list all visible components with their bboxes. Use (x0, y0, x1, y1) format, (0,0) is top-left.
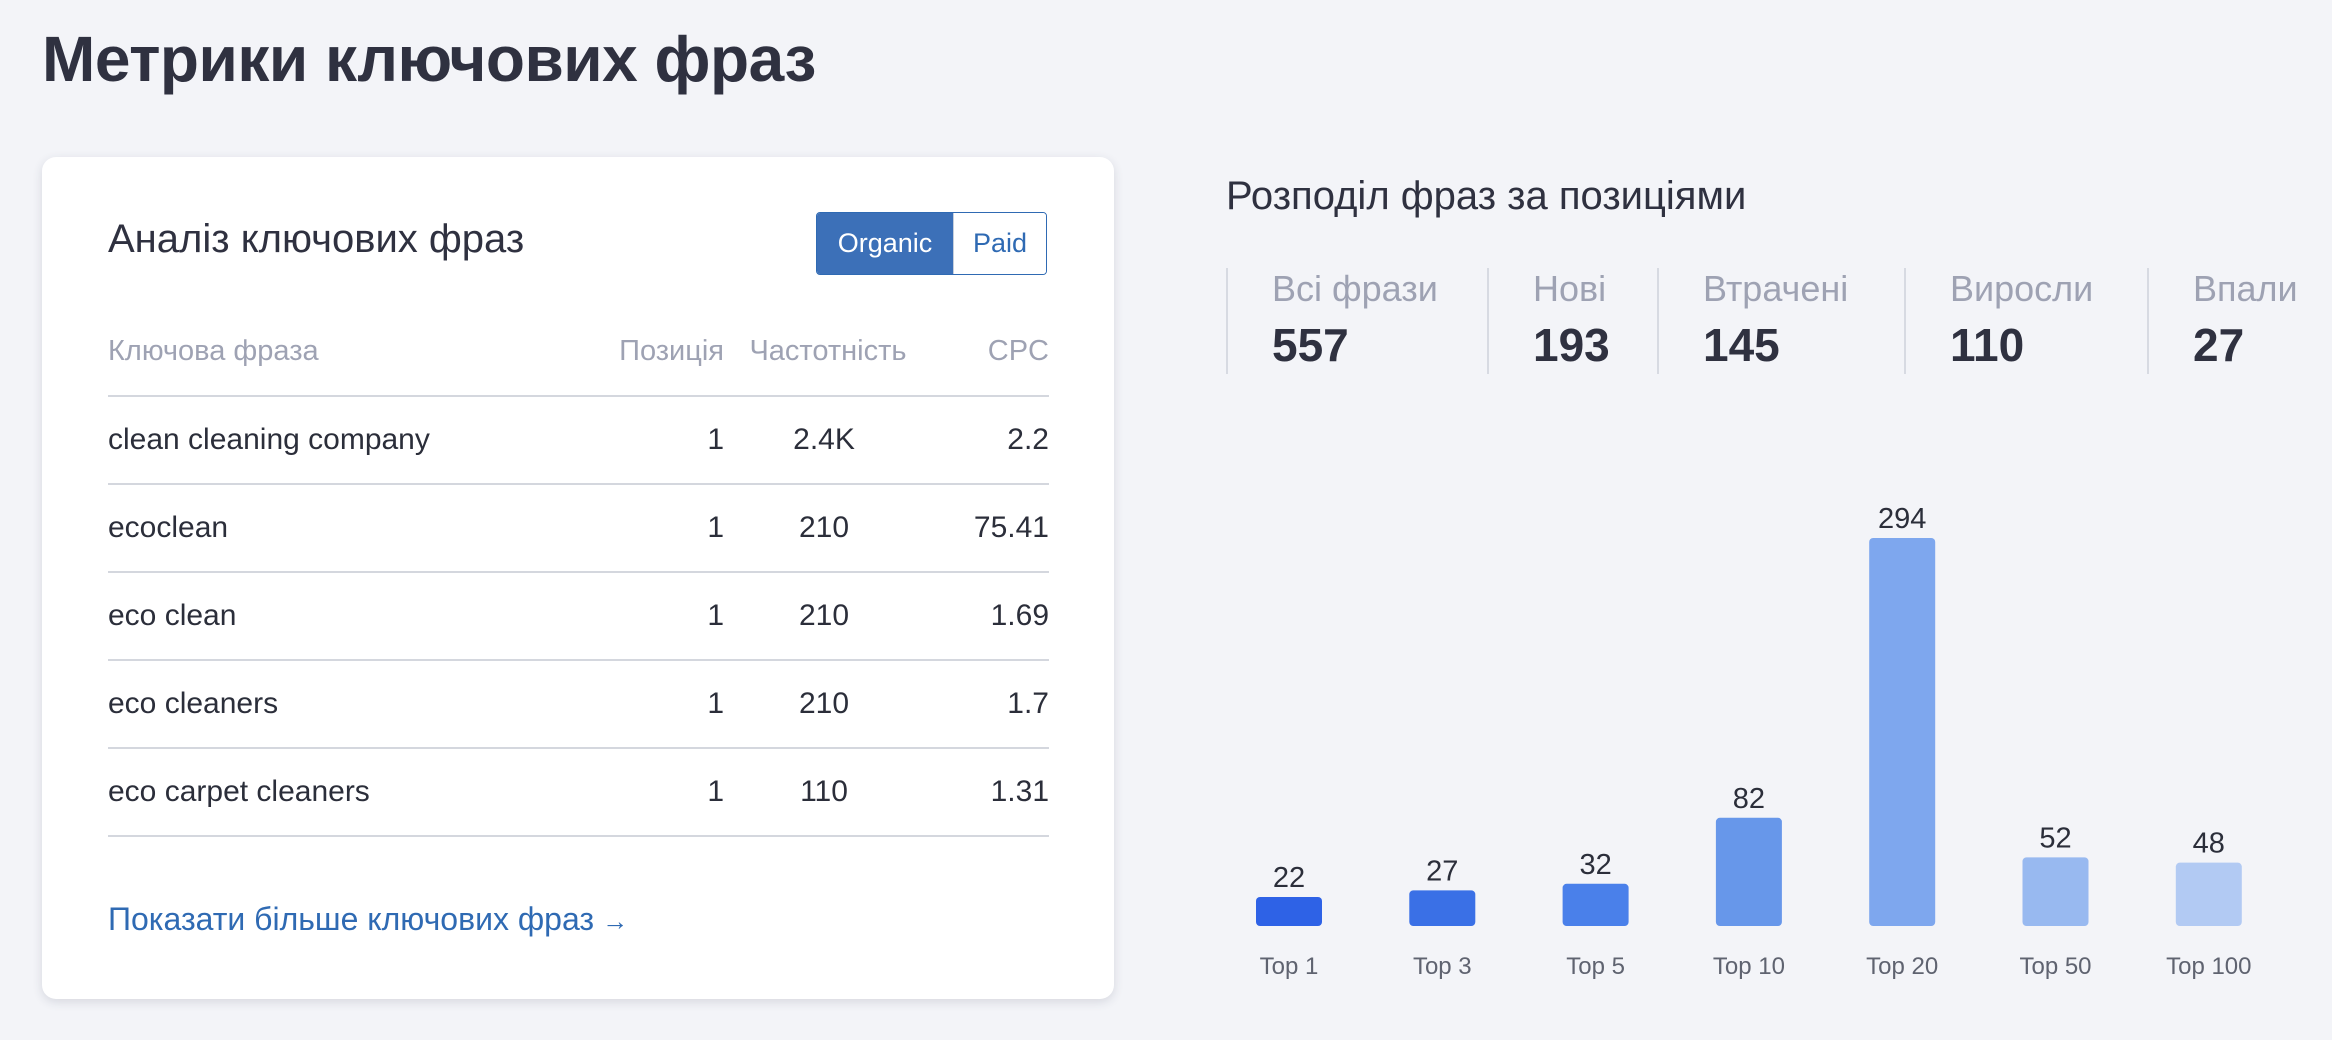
cell-position: 1 (707, 775, 724, 808)
stat-value: 557 (1272, 319, 1349, 371)
chart-tick-label: Top 3 (1413, 953, 1472, 980)
stat-all-phrases: Всі фрази 557 (1226, 268, 1438, 374)
table-row[interactable]: eco clean 1 210 1.69 (108, 573, 1049, 661)
cell-position: 1 (707, 687, 724, 720)
cell-cpc: 1.69 (990, 599, 1049, 632)
chart-data-label: 27 (1426, 855, 1458, 887)
keywords-card: Аналіз ключових фраз Organic Paid Ключов… (42, 157, 1114, 999)
table-row[interactable]: eco cleaners 1 210 1.7 (108, 661, 1049, 749)
stat-label: Втрачені (1703, 268, 1849, 309)
stat-value: 110 (1950, 319, 2025, 371)
cell-phrase: clean cleaning company (108, 423, 430, 456)
chart-bar (2175, 862, 2242, 926)
cell-frequency: 210 (798, 599, 850, 632)
stat-label: Виросли (1950, 268, 2094, 309)
table-row[interactable]: ecoclean 1 210 75.41 (108, 485, 1049, 573)
cell-position: 1 (707, 599, 724, 632)
chart-tick-label: Top 5 (1566, 953, 1625, 980)
chart-data-label: 294 (1878, 503, 1926, 535)
cell-frequency: 2.4K (793, 423, 855, 456)
chart-bar (1562, 883, 1629, 926)
distribution-title: Розподіл фраз за позиціями (1226, 174, 1747, 218)
show-more-keywords-link[interactable]: Показати більше ключових фраз → (108, 901, 628, 938)
cell-frequency: 110 (800, 775, 848, 808)
cell-cpc: 2.2 (1007, 423, 1049, 456)
chart-tick-label: Top 20 (1866, 953, 1938, 980)
arrow-right-icon: → (602, 906, 629, 936)
table-row[interactable]: eco carpet cleaners 1 110 1.31 (108, 749, 1049, 837)
chart-tick-label: Top 50 (2019, 953, 2091, 980)
table-row[interactable]: clean cleaning company 1 2.4K 2.2 (108, 397, 1049, 485)
paid-toggle-button[interactable]: Paid (953, 213, 1046, 274)
keywords-card-title: Аналіз ключових фраз (108, 217, 525, 261)
organic-toggle-button[interactable]: Organic (817, 213, 953, 274)
column-header-cpc[interactable]: CPC (987, 334, 1049, 367)
chart-bar (1409, 890, 1476, 926)
stat-declined: Впали 27 (2147, 268, 2298, 374)
stat-value: 27 (2193, 319, 2245, 371)
cell-phrase: eco carpet cleaners (108, 775, 370, 808)
chart-bar (1715, 817, 1782, 926)
stat-improved: Виросли 110 (1904, 268, 2093, 374)
chart-tick-label: Top 100 (2166, 953, 2251, 980)
chart-data-label: 32 (1579, 849, 1611, 881)
cell-cpc: 75.41 (973, 511, 1049, 544)
cell-frequency: 210 (798, 511, 850, 544)
cell-phrase: eco cleaners (108, 687, 279, 720)
show-more-keywords-label: Показати більше ключових фраз (108, 901, 595, 937)
chart-bar (2022, 857, 2089, 926)
cell-frequency: 210 (798, 687, 850, 720)
stat-label: Нові (1533, 268, 1607, 309)
chart-tick-label: Top 10 (1713, 953, 1785, 980)
chart-data-label: 22 (1273, 862, 1305, 894)
chart-bar (1869, 538, 1936, 926)
stat-new: Нові 193 (1487, 268, 1610, 374)
table-header: Ключова фраза Позиція Частотність CPC (108, 307, 1049, 397)
stat-label: Всі фрази (1272, 268, 1438, 309)
stat-label: Впали (2193, 268, 2298, 309)
column-header-phrase[interactable]: Ключова фраза (108, 334, 319, 367)
column-header-position[interactable]: Позиція (619, 334, 724, 367)
chart-data-label: 82 (1733, 783, 1765, 815)
chart-data-label: 52 (2039, 822, 2071, 854)
stat-lost: Втрачені 145 (1657, 268, 1848, 374)
cell-cpc: 1.31 (990, 775, 1049, 808)
chart-bar (1256, 896, 1322, 926)
chart-data-label: 48 (2193, 828, 2225, 860)
stat-value: 193 (1533, 319, 1610, 371)
column-header-frequency[interactable]: Частотність (749, 334, 907, 367)
keywords-table: Ключова фраза Позиція Частотність CPC cl… (108, 307, 1049, 837)
stat-value: 145 (1703, 319, 1780, 371)
chart-tick-label: Top 1 (1260, 953, 1319, 980)
cell-position: 1 (707, 423, 724, 456)
cell-position: 1 (707, 511, 724, 544)
cell-phrase: eco clean (108, 599, 237, 632)
cell-cpc: 1.7 (1007, 687, 1049, 720)
cell-phrase: ecoclean (108, 511, 229, 544)
page-title: Метрики ключових фраз (42, 23, 816, 95)
organic-paid-toggle: Organic Paid (816, 212, 1047, 275)
